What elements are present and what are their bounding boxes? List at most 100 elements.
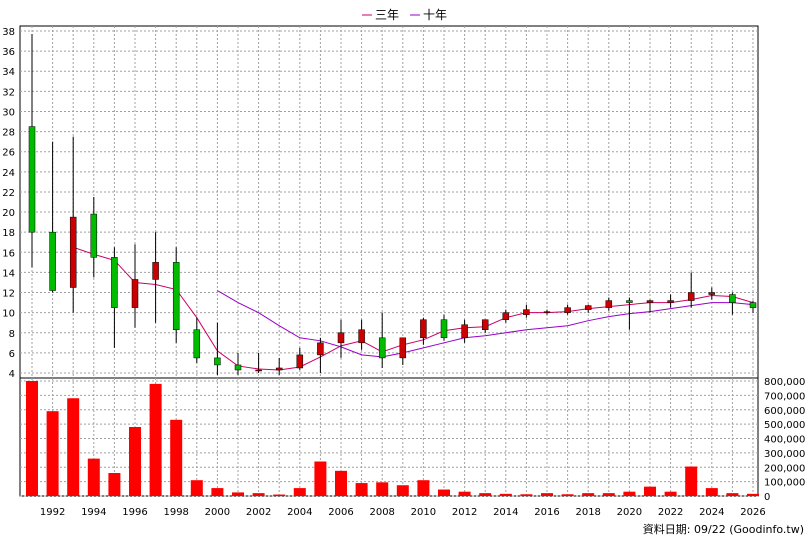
price-y-tick-label: 6 <box>9 349 15 360</box>
candle-body <box>646 300 654 303</box>
candle-body <box>172 262 180 330</box>
candle-body <box>440 319 448 339</box>
volume-bar <box>644 486 656 496</box>
volume-y-tick-label: 0 <box>764 492 770 503</box>
x-tick-label: 2012 <box>452 507 477 518</box>
candle-body <box>564 307 571 313</box>
price-y-axis: 4 6 8 10 12 14 16 18 20 22 24 26 28 30 32 34 36 38 <box>2 27 15 380</box>
legend-label-10yr: 十年 <box>423 8 447 22</box>
price-y-tick-label: 14 <box>2 268 15 279</box>
x-tick-label: 2002 <box>246 507 271 518</box>
candle-body <box>152 262 159 280</box>
legend: 三年 十年 <box>362 8 447 22</box>
candle-body <box>49 231 56 291</box>
x-tick-label: 2024 <box>699 507 724 518</box>
candle-body <box>296 354 304 369</box>
volume-bar <box>314 461 327 496</box>
volume-bar <box>211 488 224 496</box>
candle-body <box>399 337 407 359</box>
volume-bar <box>602 493 615 496</box>
volume-y-tick-label: 200,000 <box>764 463 805 474</box>
candle-body <box>234 364 242 371</box>
candle-body <box>358 329 365 344</box>
volume-bar <box>376 482 389 496</box>
price-y-tick-label: 34 <box>2 67 15 78</box>
candle-body <box>626 300 633 303</box>
x-tick-label: 2008 <box>369 507 394 518</box>
x-tick-label: 2006 <box>328 507 353 518</box>
x-tick-label: 2000 <box>205 507 230 518</box>
volume-bar <box>355 483 368 496</box>
candle-body <box>420 319 427 339</box>
volume-bar <box>541 493 553 496</box>
x-tick-label: 1992 <box>40 507 65 518</box>
price-panel-frame <box>19 25 759 379</box>
volume-bars <box>26 381 759 496</box>
candle-body <box>667 300 674 303</box>
candle-body <box>28 126 36 233</box>
volume-bar <box>499 493 512 496</box>
x-tick-label: 2010 <box>411 507 436 518</box>
volume-bar <box>293 488 306 496</box>
volume-y-tick-label: 400,000 <box>764 435 805 446</box>
candle-body <box>337 332 345 344</box>
price-y-tick-label: 12 <box>2 289 15 300</box>
x-axis: 1992 1994 1996 1998 2000 2002 2004 2006 2008 2010… <box>40 507 766 518</box>
ma-10yr-line <box>217 290 754 358</box>
volume-bar <box>396 485 409 496</box>
price-y-tick-label: 18 <box>2 228 15 239</box>
price-y-tick-label: 30 <box>2 107 15 118</box>
price-y-tick-label: 26 <box>2 148 15 159</box>
candlesticks <box>28 34 757 376</box>
price-y-tick-label: 28 <box>2 128 15 139</box>
volume-bar <box>747 493 759 496</box>
moving-average-lines <box>73 246 754 371</box>
volume-bar <box>479 493 492 496</box>
volume-bar <box>582 493 595 496</box>
x-tick-label: 2018 <box>575 507 600 518</box>
volume-y-tick-label: 500,000 <box>764 420 805 431</box>
candle-body <box>687 292 695 301</box>
volume-gridlines <box>20 378 758 497</box>
price-y-tick-label: 22 <box>2 188 15 199</box>
x-tick-label: 2026 <box>740 507 765 518</box>
volume-bar <box>561 494 574 496</box>
x-tick-label: 1994 <box>81 507 106 518</box>
volume-bar <box>108 473 121 496</box>
volume-y-tick-label: 800,000 <box>764 377 805 388</box>
candle-body <box>708 292 716 295</box>
candle-body <box>193 329 201 359</box>
ma-3yr-line <box>73 246 754 371</box>
candle-body <box>255 369 262 372</box>
price-y-tick-label: 32 <box>2 87 15 98</box>
candle-body <box>502 312 510 320</box>
volume-y-tick-label: 100,000 <box>764 478 805 489</box>
volume-bar <box>129 427 141 496</box>
x-tick-label: 1998 <box>163 507 188 518</box>
price-y-tick-label: 20 <box>2 208 15 219</box>
candle-body <box>275 367 283 371</box>
candle-body <box>90 213 98 258</box>
volume-y-tick-label: 700,000 <box>764 391 805 402</box>
volume-y-tick-label: 300,000 <box>764 449 805 460</box>
candle-body <box>605 300 613 308</box>
candle-body <box>214 357 221 366</box>
volume-bar <box>664 491 677 496</box>
x-tick-label: 2020 <box>617 507 642 518</box>
volume-bar <box>149 383 162 496</box>
x-tick-label: 2022 <box>658 507 683 518</box>
x-tick-label: 1996 <box>122 507 147 518</box>
price-gridlines <box>20 26 758 378</box>
volume-y-tick-label: 600,000 <box>764 406 805 417</box>
candle-body <box>729 294 736 303</box>
volume-bar <box>46 411 59 496</box>
candle-body <box>461 324 468 339</box>
candle-body <box>749 302 757 308</box>
volume-bar <box>252 493 265 496</box>
price-y-tick-label: 8 <box>9 329 15 340</box>
legend-label-3yr: 三年 <box>375 8 399 22</box>
x-tick-label: 2016 <box>534 507 559 518</box>
candle-body <box>69 216 77 288</box>
price-y-tick-label: 16 <box>2 248 15 259</box>
